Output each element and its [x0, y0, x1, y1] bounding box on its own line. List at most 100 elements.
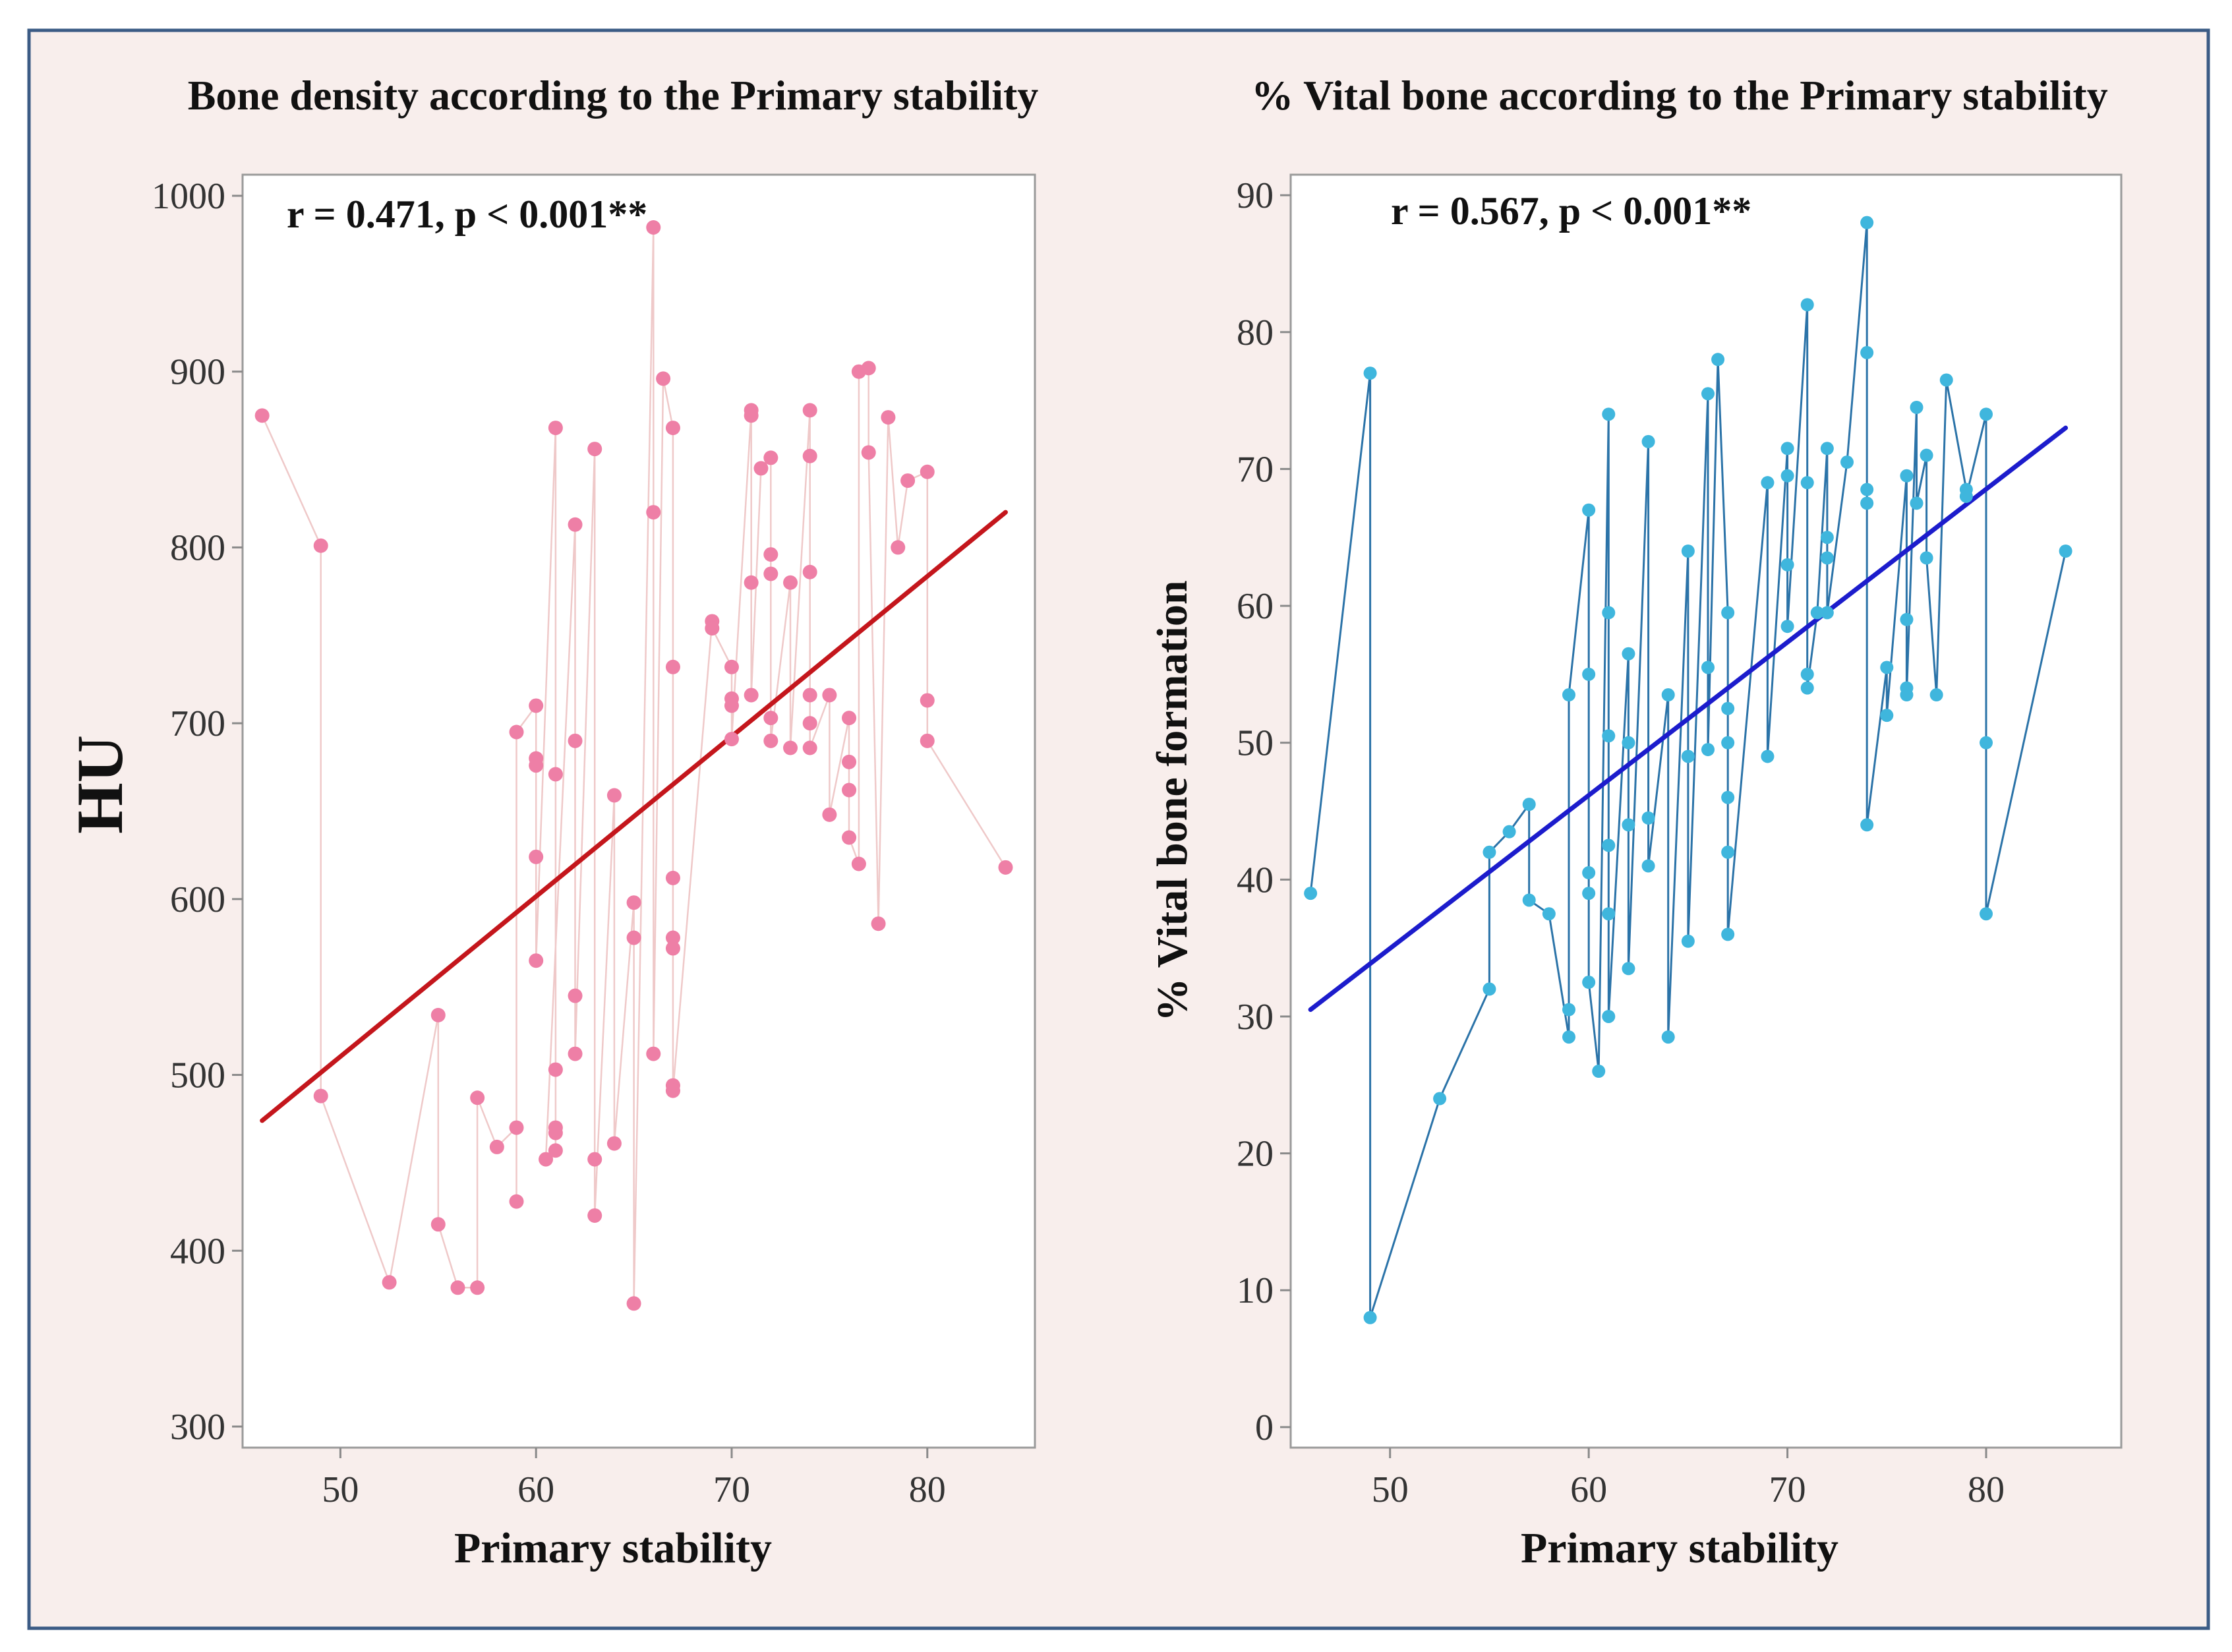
bone-density-data-point — [529, 758, 544, 773]
bone-density-data-point — [753, 461, 769, 476]
bone-density-data-point — [900, 473, 916, 488]
bone-density-data-point — [539, 1152, 554, 1167]
vital-bone-data-point — [1304, 887, 1318, 900]
vital-bone-data-point — [1800, 681, 1814, 695]
bone-density-chart: Bone density according to the Primary st… — [63, 72, 1038, 1572]
bone-density-data-point — [529, 698, 544, 713]
bone-density-data-point — [802, 564, 817, 579]
vital-bone-data-point — [1780, 558, 1794, 572]
vital-bone-data-point — [1980, 407, 1993, 421]
vital-bone-x-axis: 50 60 70 80 — [1372, 1448, 2005, 1510]
vital-bone-data-point — [2059, 544, 2072, 558]
bone-density-data-point — [842, 754, 857, 769]
vital-bone-data-point — [1721, 701, 1735, 715]
vital-bone-data-point — [1363, 367, 1377, 380]
bone-density-fit-line-group — [260, 510, 1008, 1123]
vital-bone-data-point — [1980, 736, 1993, 750]
vital-bone-data-point — [1721, 790, 1735, 804]
vital-bone-data-point — [1582, 976, 1596, 989]
vital-bone-points — [1304, 216, 2072, 1324]
bone-density-x-axis-title: Primary stability — [454, 1524, 772, 1572]
bone-density-data-point — [920, 733, 935, 748]
bone-density-points — [254, 220, 1013, 1311]
bone-density-data-point — [313, 538, 328, 553]
vital-bone-data-point — [1602, 407, 1616, 421]
bone-density-data-point — [705, 621, 720, 636]
bone-density-data-point — [450, 1280, 465, 1295]
bone-density-data-point — [802, 403, 817, 418]
bone-density-y-tick-label: 800 — [170, 527, 225, 568]
bone-density-data-point — [802, 716, 817, 731]
vital-bone-connector-line — [1309, 222, 2067, 1318]
bone-density-data-point — [822, 688, 837, 703]
vital-bone-fit-line-group — [1308, 425, 2069, 1013]
vital-bone-data-point — [1860, 345, 1874, 359]
vital-bone-data-point — [1900, 469, 1914, 483]
bone-density-y-tick-label: 400 — [170, 1231, 225, 1272]
bone-density-x-axis: 50 60 70 80 — [322, 1448, 946, 1510]
bone-density-correlation-annotation: r = 0.471, p < 0.001** — [287, 192, 647, 236]
bone-density-data-point — [313, 1088, 328, 1104]
vital-bone-data-point — [1641, 434, 1655, 448]
bone-density-data-point — [529, 849, 544, 864]
bone-density-y-axis: 300 400 500 600 700 800 900 1000 — [152, 176, 243, 1448]
bone-density-data-point — [548, 421, 563, 436]
bone-density-data-point — [920, 464, 935, 479]
bone-density-x-tick-label: 60 — [517, 1469, 554, 1510]
bone-density-data-point — [656, 371, 671, 386]
vital-bone-data-point — [1681, 934, 1695, 948]
bone-density-data-point — [881, 410, 896, 425]
bone-density-data-point — [489, 1139, 504, 1154]
bone-density-data-point — [665, 870, 680, 885]
bone-density-data-point — [861, 445, 876, 460]
vital-bone-data-point — [1661, 1030, 1675, 1044]
vital-bone-data-point — [1721, 606, 1735, 620]
bone-density-x-tick-label: 50 — [322, 1469, 359, 1510]
vital-bone-y-tick-label: 90 — [1237, 175, 1274, 216]
vital-bone-data-point — [1920, 551, 1933, 565]
bone-density-data-point — [587, 442, 602, 457]
bone-density-data-point — [842, 711, 857, 726]
vital-bone-data-point — [1701, 661, 1715, 674]
bone-density-y-tick-label: 700 — [170, 703, 225, 744]
vital-bone-correlation-annotation: r = 0.567, p < 0.001** — [1391, 189, 1751, 233]
bone-density-data-point — [529, 953, 544, 968]
bone-density-data-point — [509, 1120, 524, 1135]
vital-bone-data-point — [1840, 456, 1854, 469]
vital-bone-data-point — [1820, 442, 1834, 456]
vital-bone-data-point — [1860, 483, 1874, 496]
bone-density-data-point — [470, 1280, 485, 1295]
bone-density-x-tick-label: 70 — [713, 1469, 750, 1510]
vital-bone-connector-lines — [1309, 222, 2067, 1318]
vital-bone-data-point — [1761, 750, 1775, 763]
bone-density-data-point — [646, 505, 661, 520]
bone-density-data-point — [861, 361, 876, 376]
vital-bone-data-point — [1522, 893, 1536, 907]
vital-bone-data-point — [1910, 400, 1924, 414]
vital-bone-data-point — [1780, 469, 1794, 483]
vital-bone-data-point — [1641, 859, 1655, 873]
bone-density-data-point — [509, 724, 524, 740]
vital-bone-data-point — [1562, 1003, 1576, 1017]
vital-bone-x-tick-label: 70 — [1769, 1469, 1806, 1510]
vital-bone-data-point — [1622, 647, 1635, 661]
vital-bone-data-point — [1721, 736, 1735, 750]
bone-density-y-tick-label: 300 — [170, 1407, 225, 1448]
vital-bone-y-tick-label: 10 — [1237, 1270, 1274, 1311]
bone-density-data-point — [548, 767, 563, 782]
vital-bone-data-point — [1860, 216, 1874, 229]
bone-density-data-point — [568, 1046, 583, 1061]
vital-bone-y-tick-label: 30 — [1237, 997, 1274, 1038]
vital-bone-data-point — [1483, 845, 1496, 859]
vital-bone-y-tick-label: 40 — [1237, 860, 1274, 900]
vital-bone-data-point — [1522, 798, 1536, 811]
bone-density-data-point — [626, 895, 641, 910]
vital-bone-x-tick-label: 50 — [1372, 1469, 1409, 1510]
vital-bone-data-point — [1880, 709, 1894, 723]
bone-density-regression-line — [260, 510, 1008, 1123]
vital-bone-plot-area — [1289, 173, 2123, 1449]
bone-density-data-point — [665, 930, 680, 945]
vital-bone-data-point — [1711, 353, 1725, 367]
vital-bone-data-point — [1820, 551, 1834, 565]
vital-bone-y-tick-label: 60 — [1237, 586, 1274, 627]
